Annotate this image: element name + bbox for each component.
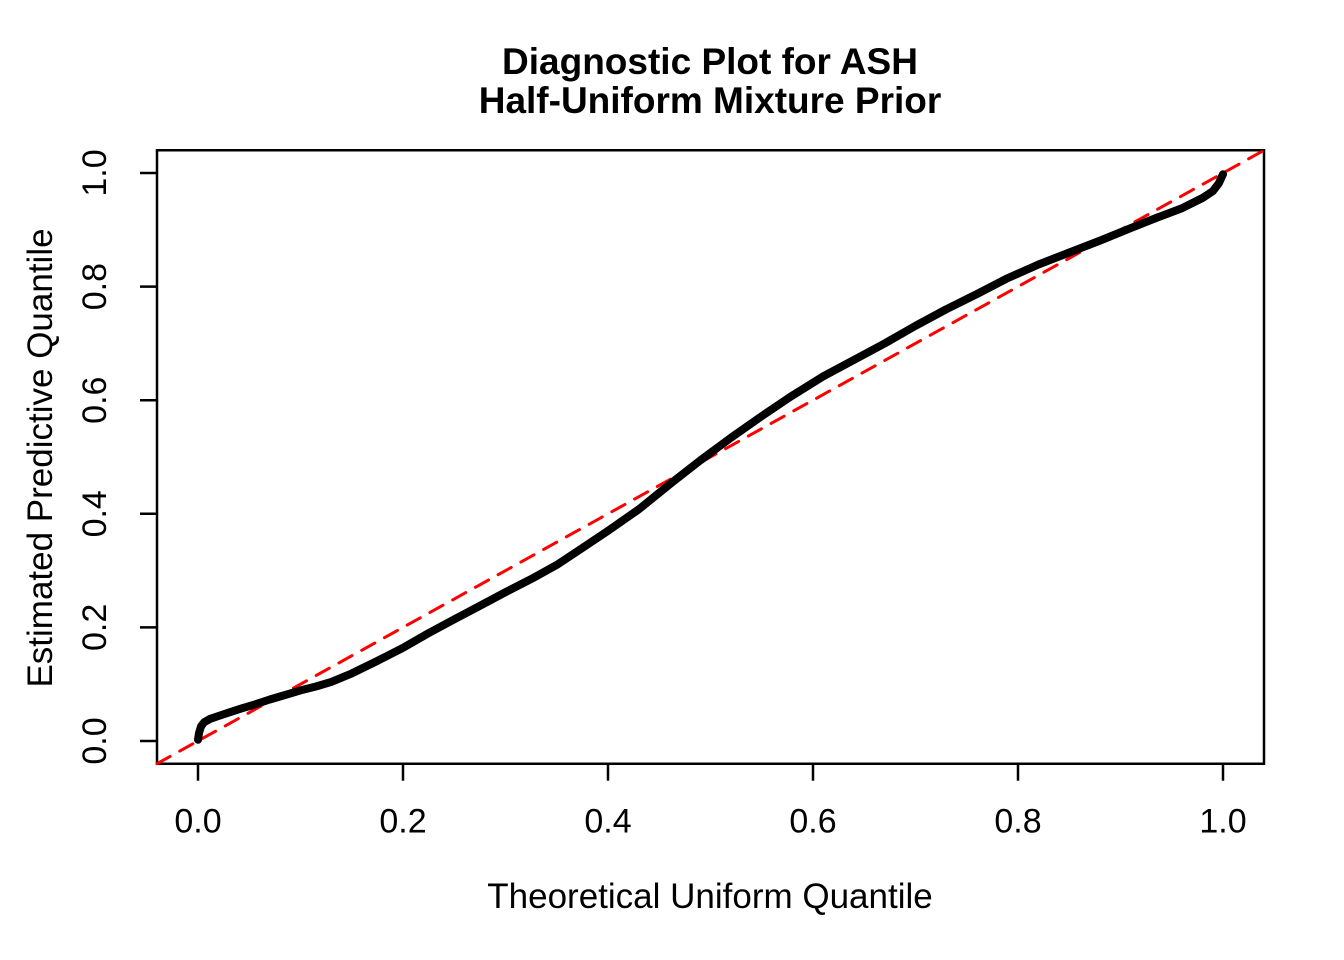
y-tick-label: 0.0 [76,717,114,764]
plot-box [155,149,1266,765]
x-tick-label: 1.0 [1199,803,1246,841]
x-tick-label: 0.6 [789,803,836,841]
x-tick-label: 0.0 [174,803,221,841]
x-axis: 0.0 0.2 0.4 0.6 0.8 1.0 [174,763,1247,841]
y-axis-title: Estimated Predictive Quantile [21,228,60,687]
y-tick-label: 0.2 [76,604,114,651]
x-tick-label: 0.2 [379,803,426,841]
series-layer [155,148,1266,766]
x-tick-label: 0.8 [994,803,1041,841]
y-tick-label: 1.0 [76,149,114,196]
x-axis-title: Theoretical Uniform Quantile [487,877,932,916]
x-tick-label: 0.4 [584,803,631,841]
y-tick-label: 0.4 [76,490,114,537]
chart-title-line1: Diagnostic Plot for ASH [502,41,918,82]
y-axis: 0.0 0.2 0.4 0.6 0.8 1.0 [76,149,157,765]
chart-title-line2: Half-Uniform Mixture Prior [479,80,942,121]
estimated-vs-theoretical-quantiles [194,170,1227,744]
y-tick-label: 0.6 [76,377,114,424]
y-tick-label: 0.8 [76,263,114,310]
